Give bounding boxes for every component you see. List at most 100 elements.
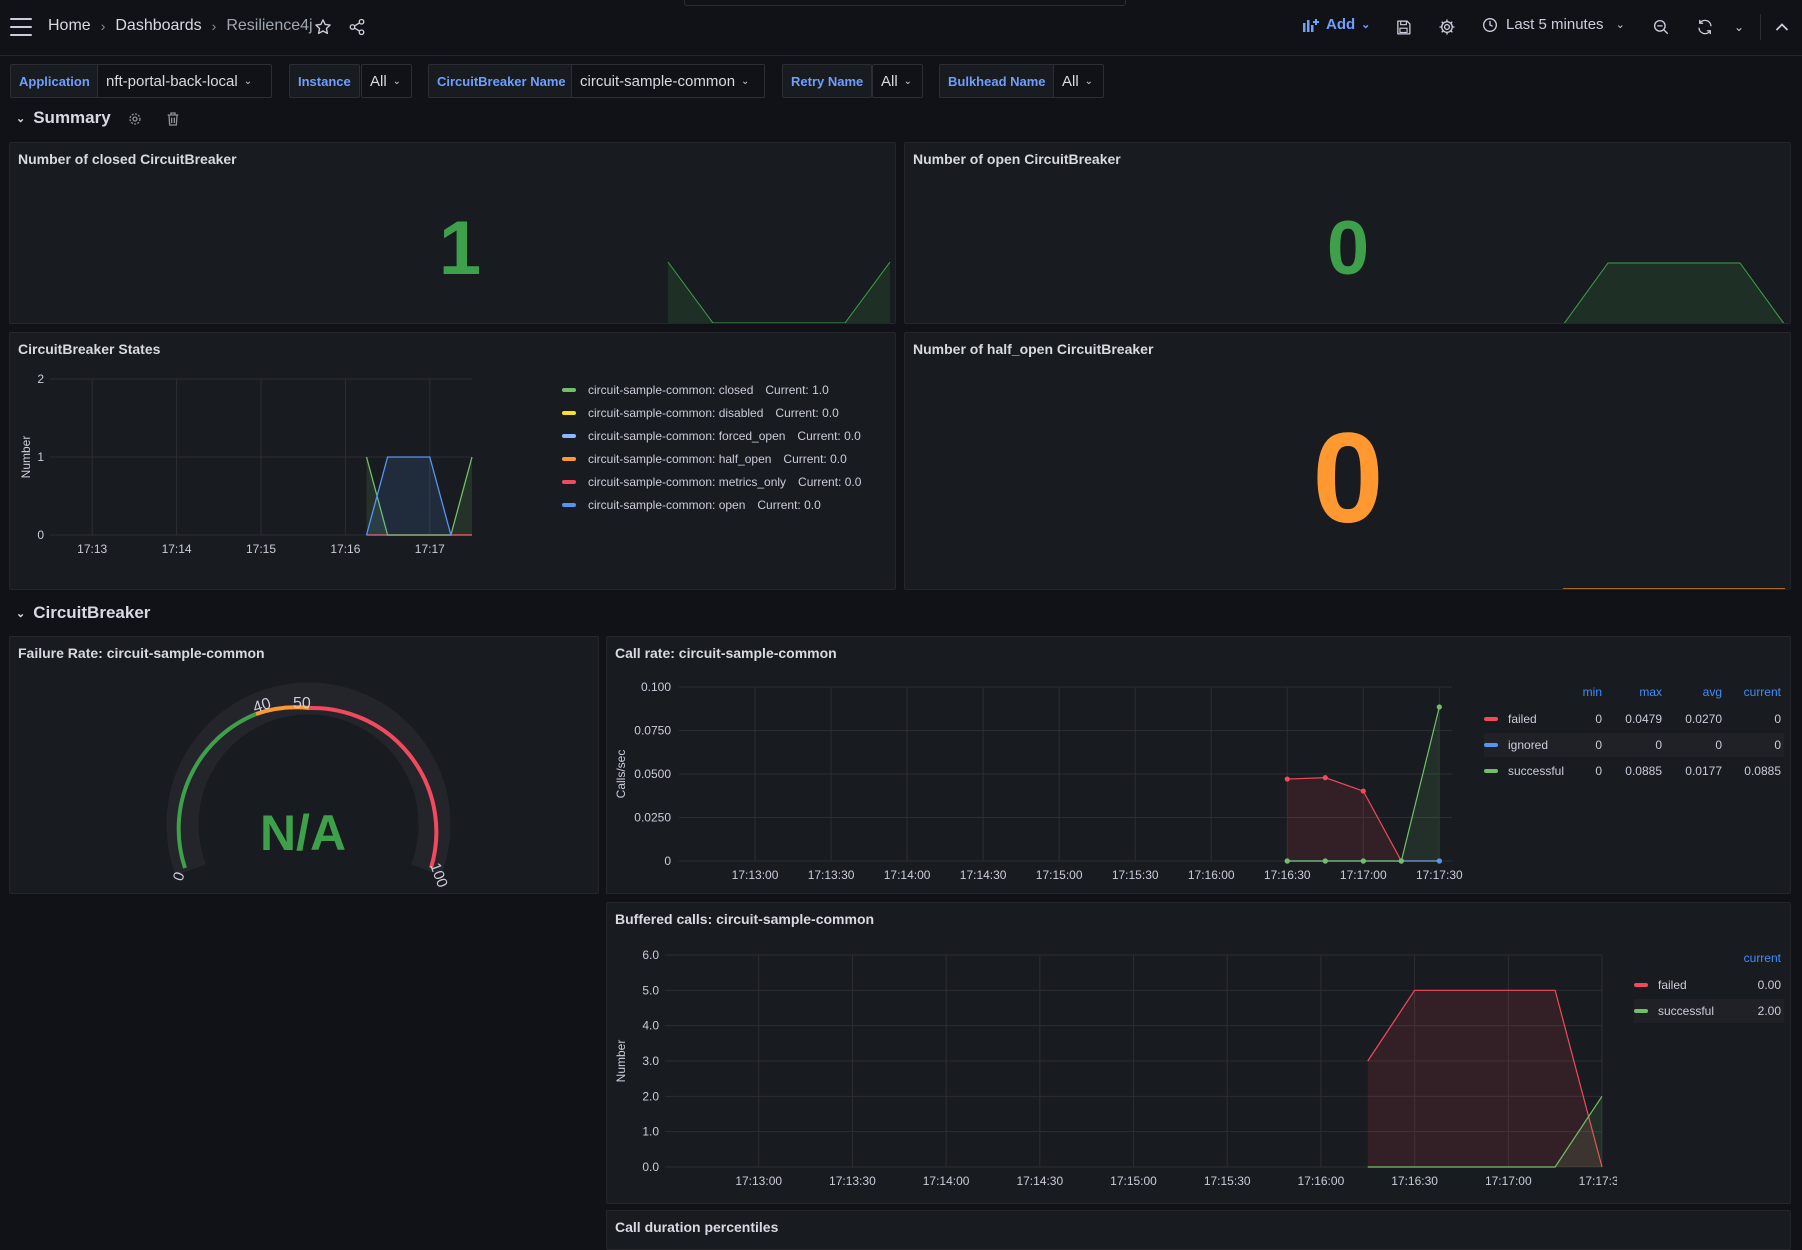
y-axis-label: Number xyxy=(614,1040,628,1083)
x-tick-label: 17:16:30 xyxy=(1391,1174,1438,1188)
series-area xyxy=(1287,777,1440,861)
legend-label: circuit-sample-common: half_open xyxy=(588,452,772,466)
legend-row[interactable]: ignored 0 0 0 0 xyxy=(1484,733,1784,757)
legend-item[interactable]: circuit-sample-common: closed Current: 1.… xyxy=(562,383,829,397)
variable-select-bulkhead-name[interactable]: All ⌄ xyxy=(1053,64,1104,98)
legend-swatch xyxy=(1634,1009,1648,1013)
x-tick-label: 17:15:00 xyxy=(1036,868,1083,882)
save-icon[interactable] xyxy=(1392,16,1414,38)
legend-item[interactable]: circuit-sample-common: metrics_only Curre… xyxy=(562,475,861,489)
legend-current: Current: 1.0 xyxy=(765,383,829,397)
x-tick-label: 17:14:30 xyxy=(1016,1174,1063,1188)
legend-current: Current: 0.0 xyxy=(775,406,839,420)
legend-avg: 0 xyxy=(1715,738,1722,752)
variable-select-retry-name[interactable]: All ⌄ xyxy=(872,64,923,98)
legend-label: circuit-sample-common: metrics_only xyxy=(588,475,787,489)
legend-current: Current: 0.0 xyxy=(783,452,847,466)
legend-swatch xyxy=(562,411,576,415)
row-header-circuitbreaker[interactable]: ⌄ CircuitBreaker xyxy=(16,603,150,623)
legend-label: circuit-sample-common: closed xyxy=(588,383,754,397)
series-area xyxy=(1367,1096,1602,1167)
legend-swatch xyxy=(1484,769,1498,773)
legend-min: 0 xyxy=(1595,738,1602,752)
legend-item[interactable]: circuit-sample-common: forced_open Curren… xyxy=(562,429,861,443)
panel-call-duration-percentiles: Call duration percentiles xyxy=(606,1210,1791,1250)
variable-select-instance[interactable]: All ⌄ xyxy=(361,64,412,98)
gear-icon[interactable] xyxy=(127,111,143,127)
panel-failure-rate: Failure Rate: circuit-sample-common 0 40… xyxy=(9,636,599,894)
trash-icon[interactable] xyxy=(165,111,181,127)
x-tick-label: 17:13:00 xyxy=(735,1174,782,1188)
chevron-up-icon[interactable] xyxy=(1771,16,1793,38)
clock-icon xyxy=(1483,17,1497,32)
legend-item[interactable]: circuit-sample-common: disabled Current: … xyxy=(562,406,839,420)
x-tick-label: 17:17:30 xyxy=(1579,1174,1617,1188)
zoom-out-icon[interactable] xyxy=(1650,16,1672,38)
stat-value: 1 xyxy=(438,206,482,291)
legend-row[interactable]: failed 0.00 xyxy=(1634,973,1784,997)
data-point xyxy=(1360,858,1366,864)
panel-buffered-calls: Buffered calls: circuit-sample-common 0.… xyxy=(606,902,1791,1204)
refresh-interval-chevron-icon[interactable]: ⌄ xyxy=(1733,20,1745,34)
variable-label-circuitbreaker-name: CircuitBreaker Name xyxy=(428,64,575,98)
y-tick-label: 6.0 xyxy=(642,948,659,962)
legend-header-current[interactable]: current xyxy=(1743,951,1781,965)
legend-item[interactable]: circuit-sample-common: half_open Current:… xyxy=(562,452,847,466)
gauge-tick-100: 100 xyxy=(426,861,451,890)
breadcrumb-home[interactable]: Home xyxy=(48,17,91,34)
x-tick-label: 17:13 xyxy=(77,542,107,556)
legend-header-max[interactable]: max xyxy=(1639,685,1662,699)
data-point xyxy=(1322,858,1328,864)
gauge-value: N/A xyxy=(260,805,346,861)
panel-circuitbreaker-states: CircuitBreaker States 0 1 2 17:13 17:14 17:15… xyxy=(9,332,896,590)
legend-item[interactable]: circuit-sample-common: open Current: 0.0 xyxy=(562,498,821,512)
share-icon[interactable] xyxy=(346,16,368,38)
refresh-icon[interactable] xyxy=(1694,16,1716,38)
breadcrumb-dashboards[interactable]: Dashboards xyxy=(115,17,202,34)
series-line xyxy=(1367,989,1603,1168)
x-tick-label: 17:17:00 xyxy=(1485,1174,1532,1188)
sparkline xyxy=(1563,588,1785,589)
menu-icon[interactable] xyxy=(10,18,32,36)
x-tick-label: 17:14 xyxy=(162,542,192,556)
series-line xyxy=(365,456,452,536)
legend-current: 0 xyxy=(1774,712,1781,726)
panel-title: Number of closed CircuitBreaker xyxy=(18,151,237,167)
legend-swatch xyxy=(562,434,576,438)
variable-select-application[interactable]: nft-portal-back-local ⌄ xyxy=(97,64,272,98)
data-point xyxy=(1284,776,1290,782)
x-tick-label: 17:15:00 xyxy=(1110,1174,1157,1188)
y-tick-label: 0 xyxy=(37,528,44,542)
chevron-down-icon[interactable]: ⌄ xyxy=(16,607,26,620)
stat-value: 0 xyxy=(1312,407,1384,550)
legend-avg: 0.0177 xyxy=(1685,764,1722,778)
add-button[interactable]: Add ⌄ xyxy=(1302,16,1370,33)
row-header-summary[interactable]: ⌄ Summary xyxy=(16,108,111,128)
time-range-picker[interactable]: Last 5 minutes ⌄ xyxy=(1482,16,1625,33)
y-axis-label: Calls/sec xyxy=(614,750,628,799)
gauge-tick-40: 40 xyxy=(251,695,273,717)
y-tick-label: 0.0 xyxy=(642,1160,659,1174)
gear-icon[interactable] xyxy=(1436,16,1458,38)
variable-value: All xyxy=(1062,72,1079,90)
legend-header-avg[interactable]: avg xyxy=(1702,685,1722,699)
legend-label: successful xyxy=(1508,764,1565,778)
legend-row[interactable]: successful 0 0.0885 0.0177 0.0885 xyxy=(1484,759,1784,783)
data-point xyxy=(1322,775,1328,781)
buffered-calls-chart: 0.0 1.0 2.0 3.0 4.0 5.0 6.0 17:13:00 17:13:30 17:… xyxy=(614,948,1617,1188)
failure-rate-gauge: 0 40 50 100 N/A xyxy=(166,682,451,890)
x-tick-label: 17:15:30 xyxy=(1204,1174,1251,1188)
y-tick-label: 2 xyxy=(37,372,44,386)
y-tick-label: 0.0500 xyxy=(634,767,671,781)
chevron-down-icon[interactable]: ⌄ xyxy=(16,112,26,125)
x-tick-label: 17:15:30 xyxy=(1112,868,1159,882)
chevron-down-icon: ⌄ xyxy=(1615,19,1625,31)
legend-header-min[interactable]: min xyxy=(1582,685,1602,699)
legend-header-current[interactable]: current xyxy=(1743,685,1781,699)
search-bar-stub[interactable] xyxy=(684,0,1126,6)
legend-row[interactable]: successful 2.00 xyxy=(1634,999,1784,1023)
variable-select-circuitbreaker-name[interactable]: circuit-sample-common ⌄ xyxy=(571,64,765,98)
star-icon[interactable] xyxy=(312,16,334,38)
legend-row[interactable]: failed 0 0.0479 0.0270 0 xyxy=(1484,707,1784,731)
variable-label-application: Application xyxy=(10,64,99,98)
